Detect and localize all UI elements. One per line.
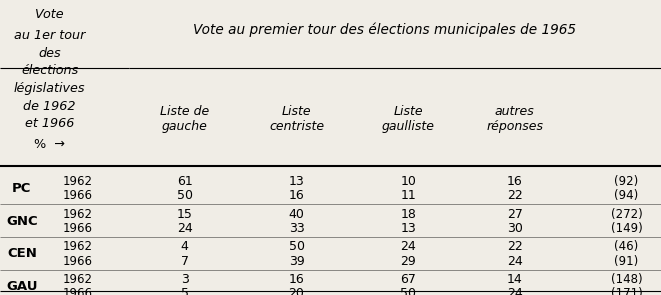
Text: et 1966: et 1966 — [25, 117, 74, 130]
Text: 50: 50 — [288, 240, 305, 253]
Text: 33: 33 — [289, 222, 304, 235]
Text: de 1962: de 1962 — [23, 100, 76, 113]
Text: Vote: Vote — [35, 8, 64, 21]
Text: 1966: 1966 — [63, 222, 93, 235]
Text: (91): (91) — [614, 255, 639, 268]
Text: 24: 24 — [507, 287, 523, 295]
Text: CEN: CEN — [7, 248, 37, 260]
Text: Liste de
gauche: Liste de gauche — [160, 106, 210, 133]
Text: 61: 61 — [177, 175, 192, 188]
Text: (94): (94) — [614, 189, 639, 202]
Text: GAU: GAU — [6, 280, 38, 293]
Text: PC: PC — [12, 182, 32, 195]
Text: 1966: 1966 — [63, 189, 93, 202]
Text: 16: 16 — [289, 189, 304, 202]
Text: 24: 24 — [507, 255, 523, 268]
Text: 16: 16 — [507, 175, 523, 188]
Text: 1966: 1966 — [63, 287, 93, 295]
Text: 50: 50 — [176, 189, 193, 202]
Text: (149): (149) — [611, 222, 642, 235]
Text: 14: 14 — [507, 273, 523, 286]
Text: Liste
centriste: Liste centriste — [269, 106, 324, 133]
Text: 1962: 1962 — [63, 207, 93, 221]
Text: 30: 30 — [507, 222, 523, 235]
Text: 29: 29 — [401, 255, 416, 268]
Text: 20: 20 — [289, 287, 305, 295]
Text: %  →: % → — [34, 138, 65, 151]
Text: 5: 5 — [180, 287, 189, 295]
Text: 40: 40 — [289, 207, 305, 221]
Text: 27: 27 — [507, 207, 523, 221]
Text: 24: 24 — [177, 222, 192, 235]
Text: 50: 50 — [401, 287, 416, 295]
Text: Liste
gaulliste: Liste gaulliste — [382, 106, 435, 133]
Text: 3: 3 — [181, 273, 188, 286]
Text: 1966: 1966 — [63, 255, 93, 268]
Text: 1962: 1962 — [63, 273, 93, 286]
Text: 1962: 1962 — [63, 240, 93, 253]
Text: au 1er tour: au 1er tour — [14, 29, 85, 42]
Text: 67: 67 — [401, 273, 416, 286]
Text: (272): (272) — [611, 207, 642, 221]
Text: 4: 4 — [181, 240, 188, 253]
Text: 18: 18 — [401, 207, 416, 221]
Text: 1962: 1962 — [63, 175, 93, 188]
Text: législatives: législatives — [14, 82, 85, 95]
Text: 10: 10 — [401, 175, 416, 188]
Text: 22: 22 — [507, 189, 523, 202]
Text: 13: 13 — [401, 222, 416, 235]
Text: 13: 13 — [289, 175, 304, 188]
Text: des: des — [38, 47, 61, 60]
Text: autres
réponses: autres réponses — [486, 106, 543, 133]
Text: 15: 15 — [177, 207, 193, 221]
Text: 39: 39 — [289, 255, 304, 268]
Text: 24: 24 — [401, 240, 416, 253]
Text: 11: 11 — [401, 189, 416, 202]
Text: 16: 16 — [289, 273, 304, 286]
Text: (148): (148) — [611, 273, 642, 286]
Text: élections: élections — [21, 64, 78, 77]
Text: 7: 7 — [180, 255, 189, 268]
Text: (171): (171) — [611, 287, 642, 295]
Text: (92): (92) — [614, 175, 639, 188]
Text: GNC: GNC — [6, 215, 38, 228]
Text: 22: 22 — [507, 240, 523, 253]
Text: Vote au premier tour des élections municipales de 1965: Vote au premier tour des élections munic… — [193, 22, 576, 37]
Text: (46): (46) — [614, 240, 639, 253]
